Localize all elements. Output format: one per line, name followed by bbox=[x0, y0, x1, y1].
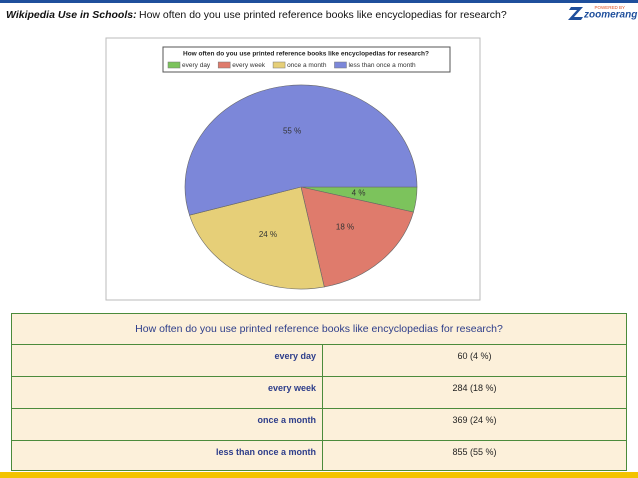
legend-label: every week bbox=[232, 62, 266, 69]
top-strip bbox=[0, 0, 638, 3]
legend-swatch bbox=[217, 61, 231, 69]
pie-slice bbox=[189, 186, 325, 290]
slice-label: 55 % bbox=[283, 127, 301, 136]
chart-title: How often do you use printed reference b… bbox=[183, 51, 429, 58]
count-cell: 369 (24 %) bbox=[452, 415, 497, 425]
count-cell: 284 (18 %) bbox=[452, 383, 497, 393]
pie-slice bbox=[300, 186, 414, 288]
logo-powered: POWERED BY bbox=[594, 5, 625, 10]
slice-label: 4 % bbox=[352, 188, 366, 197]
legend-label: once a month bbox=[287, 62, 327, 69]
table-row: once a month 369 (24 %) bbox=[12, 409, 626, 441]
table-row: every week 284 (18 %) bbox=[12, 377, 626, 409]
logo-z bbox=[568, 7, 583, 20]
legend-label: less than once a month bbox=[348, 62, 416, 69]
legend-swatch bbox=[272, 61, 286, 69]
bottom-strip bbox=[0, 472, 638, 478]
slide-question: How often do you use printed reference b… bbox=[139, 9, 507, 21]
logo-name: zoomerang bbox=[583, 10, 637, 21]
answer-cell: less than once a month bbox=[12, 441, 323, 470]
table-header: How often do you use printed reference b… bbox=[12, 314, 626, 345]
count-cell: 855 (55 %) bbox=[452, 447, 497, 457]
answer-cell: every day bbox=[12, 345, 323, 376]
slice-label: 18 % bbox=[336, 223, 354, 232]
legend-label: every day bbox=[182, 62, 211, 69]
slice-label: 24 % bbox=[259, 230, 277, 239]
slide-title: Wikipedia Use in Schools: bbox=[6, 9, 137, 21]
slide: Wikipedia Use in Schools: How often do y… bbox=[0, 0, 638, 301]
table-row: every day 60 (4 %) bbox=[12, 345, 626, 377]
table-row: less than once a month 855 (55 %) bbox=[12, 441, 626, 470]
legend: every day every week once a month less than… bbox=[167, 61, 416, 69]
answer-cell: once a month bbox=[12, 409, 323, 440]
pie: 4 % 18 % 24 % 55 % bbox=[184, 84, 418, 290]
pie-slice bbox=[184, 84, 418, 216]
legend-box bbox=[162, 46, 451, 73]
table-body: every day 60 (4 %) every week 284 (18 %) onc… bbox=[12, 345, 626, 470]
count-cell: 60 (4 %) bbox=[457, 351, 492, 361]
legend-swatch bbox=[167, 61, 181, 69]
legend-swatch bbox=[334, 61, 347, 69]
table: How often do you use printed reference b… bbox=[11, 313, 627, 471]
answer-cell: every week bbox=[12, 377, 323, 408]
